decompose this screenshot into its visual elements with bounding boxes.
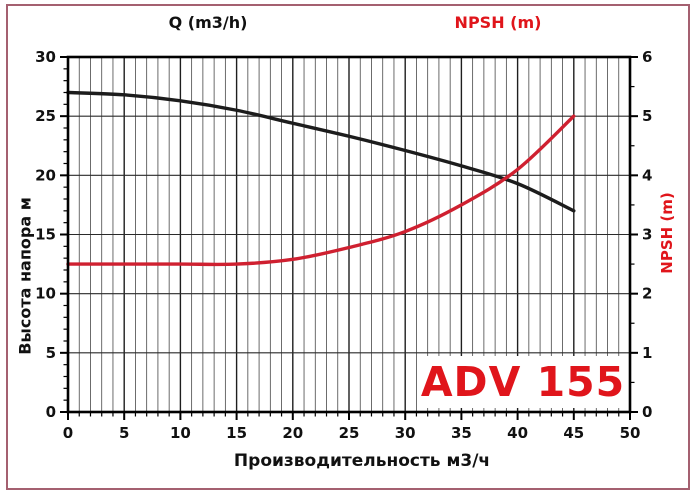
tick-label-left: 15 bbox=[35, 226, 56, 244]
tick-label-left: 0 bbox=[46, 403, 56, 421]
tick-label-left: 30 bbox=[35, 48, 56, 66]
tick-label-bottom: 50 bbox=[620, 424, 641, 442]
tick-label-bottom: 30 bbox=[395, 424, 416, 442]
tick-label-bottom: 45 bbox=[563, 424, 584, 442]
tick-label-bottom: 25 bbox=[339, 424, 360, 442]
tick-label-left: 5 bbox=[46, 344, 56, 362]
tick-label-right: 4 bbox=[642, 166, 652, 184]
head-curve bbox=[66, 90, 576, 213]
tick-label-right: 0 bbox=[642, 403, 652, 421]
x-axis-label: Производительность м3/ч bbox=[233, 451, 491, 471]
tick-label-bottom: 35 bbox=[451, 424, 472, 442]
tick-label-bottom: 40 bbox=[507, 424, 528, 442]
tick-label-right: 6 bbox=[642, 48, 652, 66]
tick-label-left: 25 bbox=[35, 107, 56, 125]
left-axis-title-flow: Q (m3/h) bbox=[168, 13, 248, 32]
tick-label-right: 5 bbox=[642, 107, 652, 125]
right-axis-title-npsh: NPSH (m) bbox=[454, 13, 542, 32]
tick-label-left: 20 bbox=[35, 166, 56, 184]
model-label-backdrop bbox=[417, 356, 629, 408]
tick-label-bottom: 10 bbox=[170, 424, 191, 442]
tick-label-bottom: 20 bbox=[282, 424, 303, 442]
tick-label-left: 10 bbox=[35, 285, 56, 303]
model-label: ADV 155 bbox=[421, 358, 625, 406]
tick-label-bottom: 5 bbox=[119, 424, 129, 442]
tick-label-bottom: 0 bbox=[63, 424, 73, 442]
tick-label-bottom: 15 bbox=[226, 424, 247, 442]
axis-ticks bbox=[60, 56, 638, 420]
curves bbox=[66, 90, 576, 267]
tick-label-right: 1 bbox=[642, 344, 652, 362]
page-border bbox=[6, 4, 690, 490]
tick-label-right: 2 bbox=[642, 285, 652, 303]
npsh-curve bbox=[66, 114, 576, 267]
tick-label-right: 3 bbox=[642, 226, 652, 244]
